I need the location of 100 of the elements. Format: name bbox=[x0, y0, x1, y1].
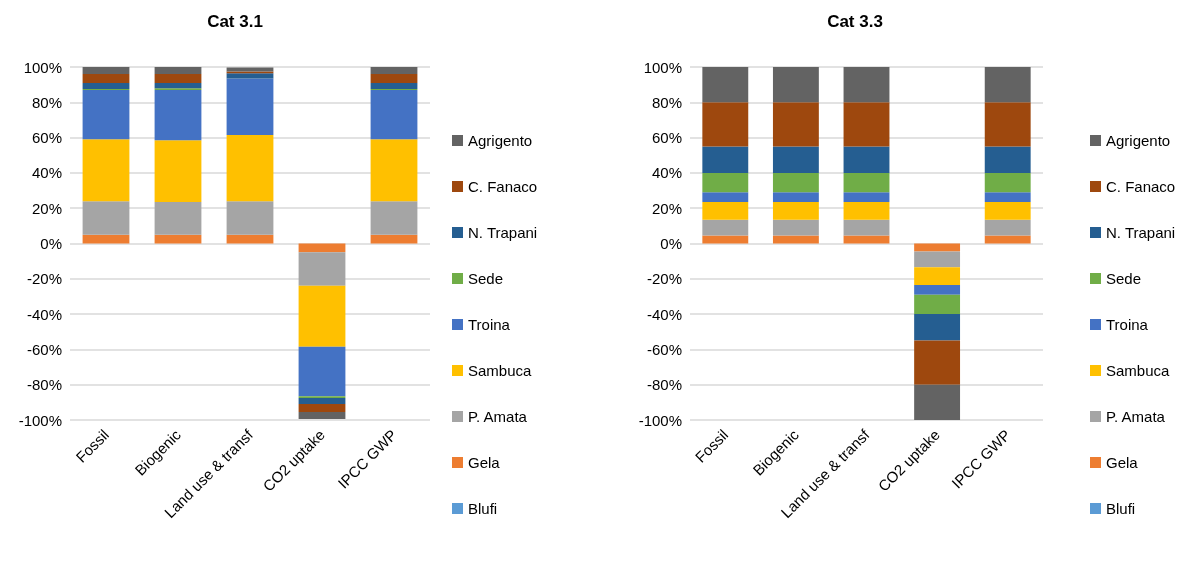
legend-label: P. Amata bbox=[1106, 408, 1166, 425]
bar bbox=[702, 102, 749, 147]
y-tick-label: 100% bbox=[643, 58, 682, 76]
y-tick-label: 0% bbox=[40, 235, 62, 252]
y-tick-label: 60% bbox=[31, 129, 62, 147]
y-tick-label: -40% bbox=[26, 305, 62, 323]
y-tick-label: 20% bbox=[651, 199, 682, 217]
bar bbox=[702, 146, 749, 173]
bar bbox=[702, 219, 749, 236]
y-tick-label: -100% bbox=[18, 411, 62, 429]
legend-label: Sambuca bbox=[468, 362, 533, 379]
bar bbox=[984, 172, 1031, 193]
y-tick-label: -100% bbox=[638, 411, 682, 429]
bar bbox=[154, 74, 202, 83]
bar bbox=[984, 192, 1031, 203]
y-tick-label: 60% bbox=[651, 129, 682, 147]
y-tick-label: 100% bbox=[23, 58, 62, 76]
y-tick-label: -40% bbox=[646, 305, 682, 323]
legend-label: Gela bbox=[468, 454, 501, 471]
bar bbox=[370, 74, 418, 83]
bar bbox=[772, 219, 819, 236]
bar bbox=[914, 384, 961, 420]
bar bbox=[154, 202, 202, 235]
bar bbox=[702, 192, 749, 203]
bar bbox=[772, 235, 819, 244]
y-tick-label: 20% bbox=[31, 199, 62, 217]
y-tick-label: 80% bbox=[31, 93, 62, 111]
bar bbox=[984, 235, 1031, 244]
bar bbox=[914, 314, 961, 341]
bar bbox=[370, 82, 418, 90]
bar bbox=[370, 67, 418, 75]
bar bbox=[226, 201, 274, 235]
bar bbox=[226, 73, 274, 79]
bar bbox=[370, 139, 418, 202]
bar bbox=[914, 294, 961, 315]
bar bbox=[702, 67, 749, 103]
bar bbox=[154, 234, 202, 244]
bar bbox=[702, 202, 749, 220]
y-tick-label: -60% bbox=[26, 340, 62, 358]
bar bbox=[82, 89, 130, 140]
legend-label: C. Fanaco bbox=[1106, 178, 1176, 195]
bar bbox=[772, 202, 819, 220]
bar bbox=[298, 252, 346, 286]
y-tick-label: 0% bbox=[660, 235, 682, 252]
bar bbox=[984, 219, 1031, 236]
y-tick-label: -60% bbox=[646, 340, 682, 358]
legend-label: Sambuca bbox=[1106, 362, 1171, 379]
legend-label: Troina bbox=[1106, 316, 1149, 333]
bar bbox=[370, 201, 418, 235]
y-tick-label: 80% bbox=[651, 93, 682, 111]
bar bbox=[772, 67, 819, 103]
bar bbox=[226, 134, 274, 202]
bar bbox=[984, 67, 1031, 103]
bar bbox=[984, 102, 1031, 147]
bar bbox=[772, 192, 819, 203]
bar bbox=[772, 172, 819, 193]
bar bbox=[914, 267, 961, 285]
bar bbox=[226, 78, 274, 135]
bar bbox=[702, 172, 749, 193]
y-tick-label: -20% bbox=[646, 270, 682, 288]
bar bbox=[843, 67, 890, 103]
bar bbox=[843, 102, 890, 147]
bar bbox=[984, 202, 1031, 220]
legend-label: Blufi bbox=[468, 500, 498, 517]
bar bbox=[154, 67, 202, 75]
bar bbox=[843, 192, 890, 203]
legend-label: C. Fanaco bbox=[468, 178, 538, 195]
bar bbox=[82, 234, 130, 244]
chart-title: Cat 3.3 bbox=[827, 12, 883, 31]
legend-label: N. Trapani bbox=[1106, 224, 1176, 241]
bar bbox=[843, 202, 890, 220]
legend-label: Sede bbox=[1106, 270, 1142, 287]
legend-label: Agrigento bbox=[468, 132, 533, 149]
bar bbox=[82, 82, 130, 90]
bar bbox=[298, 285, 346, 347]
y-tick-label: 40% bbox=[31, 164, 62, 182]
bar bbox=[843, 219, 890, 236]
bar bbox=[82, 139, 130, 202]
legend-label: Gela bbox=[1106, 454, 1139, 471]
bar bbox=[226, 234, 274, 244]
bar bbox=[298, 412, 346, 420]
legend-label: Troina bbox=[468, 316, 511, 333]
bar bbox=[914, 251, 961, 268]
y-tick-label: -20% bbox=[26, 270, 62, 288]
legend-label: Agrigento bbox=[1106, 132, 1171, 149]
legend-label: P. Amata bbox=[468, 408, 528, 425]
bar bbox=[914, 284, 961, 295]
bar bbox=[154, 82, 202, 89]
y-tick-label: -80% bbox=[26, 376, 62, 394]
bar bbox=[843, 235, 890, 244]
bar bbox=[298, 346, 346, 397]
bar bbox=[984, 146, 1031, 173]
y-tick-label: -80% bbox=[646, 376, 682, 394]
bar bbox=[82, 67, 130, 75]
bar bbox=[370, 234, 418, 244]
legend-label: Sede bbox=[468, 270, 504, 287]
legend-label: Blufi bbox=[1106, 500, 1136, 517]
legend-label: N. Trapani bbox=[468, 224, 538, 241]
bar bbox=[154, 89, 202, 141]
bar bbox=[772, 102, 819, 147]
